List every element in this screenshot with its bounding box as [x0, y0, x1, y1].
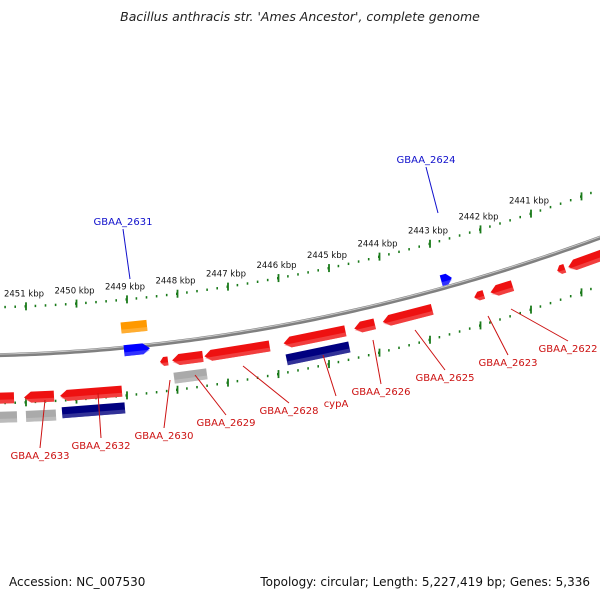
leader-line	[322, 354, 337, 397]
gene-arrow	[382, 304, 434, 326]
gene-arrow	[24, 390, 55, 403]
gene-arrow	[568, 247, 600, 270]
scale-label: 2447 kbp	[206, 270, 246, 280]
leader-line	[163, 379, 171, 429]
gene-arrow	[354, 318, 376, 333]
gene-arrow	[123, 343, 151, 357]
gene-arrow	[173, 368, 208, 384]
gene-label: GBAA_2626	[351, 387, 410, 398]
gene-shade	[383, 310, 434, 326]
gene-label: GBAA_2632	[71, 441, 130, 452]
leader-line	[97, 392, 102, 439]
scale-label: 2441 kbp	[509, 197, 549, 207]
gene-shade	[174, 375, 208, 384]
gene-shade	[568, 254, 600, 270]
gene-shade	[172, 358, 204, 365]
gene-label: GBAA_2628	[259, 406, 318, 417]
gene-arrow	[439, 273, 453, 286]
scale-label: 2442 kbp	[458, 212, 498, 222]
gene-shade	[62, 409, 126, 419]
leader-line	[414, 329, 446, 371]
gene-label: GBAA_2631	[93, 217, 152, 228]
gene-shade	[0, 418, 18, 423]
gene-label: GBAA_2625	[415, 373, 474, 384]
gene-arrow	[61, 402, 126, 419]
gene-label: GBAA_2629	[196, 418, 255, 429]
gene-label: cypA	[324, 399, 349, 410]
leader-line	[194, 374, 227, 416]
gene-shade	[491, 287, 515, 296]
gene-arrow	[25, 409, 57, 422]
gene-arrow	[474, 290, 486, 301]
labels: 2451 kbp 2450 kbp 2449 kbp 2448 kbp 2447 kbp…	[4, 155, 598, 462]
accession-text: Accession: NC_007530	[9, 575, 146, 589]
gene-shade	[24, 397, 55, 403]
gene-shade	[354, 325, 376, 333]
gene-shade	[121, 327, 148, 334]
gene-label: GBAA_2633	[10, 451, 69, 462]
gene-body	[382, 304, 434, 326]
backbone-line	[0, 235, 600, 358]
gene-label: GBAA_2622	[538, 344, 597, 355]
gene-arrow	[204, 340, 271, 361]
scale-label: 2445 kbp	[307, 251, 347, 261]
leader-line	[39, 399, 46, 449]
gene-arrow	[490, 280, 515, 296]
gene-shade	[124, 349, 151, 357]
gene-shade	[283, 332, 347, 348]
leader-line	[122, 228, 131, 280]
gene-label: GBAA_2623	[478, 358, 537, 369]
scale-label: 2444 kbp	[357, 240, 397, 250]
scale-label: 2446 kbp	[256, 261, 296, 271]
genome-summary-text: Topology: circular; Length: 5,227,419 bp…	[260, 575, 590, 589]
gene-shade	[557, 269, 567, 274]
gene-arrow	[120, 319, 148, 334]
leader-line	[425, 166, 439, 214]
gene-arrow	[172, 350, 204, 365]
label-leaders	[39, 166, 569, 449]
gene-arrow	[283, 325, 347, 348]
gene-arrow	[0, 411, 18, 423]
gene-shade	[474, 295, 486, 301]
gene-shade	[286, 348, 351, 366]
gene-arrow	[557, 263, 567, 274]
backbone-highlight	[0, 236, 600, 355]
gene-body	[568, 247, 600, 270]
scale-label: 2451 kbp	[4, 289, 44, 299]
gene-shade	[204, 347, 271, 361]
gene-label: GBAA_2630	[134, 431, 193, 442]
map-title: Bacillus anthracis str. 'Ames Ancestor',…	[120, 9, 480, 24]
scale-label: 2449 kbp	[105, 282, 145, 292]
gene-features	[0, 247, 600, 423]
leader-line	[372, 339, 382, 385]
gene-arrow	[160, 356, 169, 366]
scale-label: 2443 kbp	[408, 227, 448, 237]
leader-line	[510, 308, 569, 342]
scale-label: 2448 kbp	[155, 277, 195, 287]
genome-backbone	[0, 235, 600, 358]
leader-line	[487, 315, 509, 356]
gene-shade	[0, 399, 15, 404]
leader-line	[242, 365, 290, 404]
gene-shade	[441, 279, 453, 286]
gene-arrow	[0, 392, 15, 404]
scale-label: 2450 kbp	[54, 287, 94, 297]
gene-label: GBAA_2624	[396, 155, 455, 166]
gene-shade	[160, 362, 169, 366]
gene-arrow	[60, 385, 123, 401]
gene-shade	[26, 416, 57, 422]
gene-shade	[60, 392, 123, 401]
gene-arrow	[285, 341, 351, 366]
